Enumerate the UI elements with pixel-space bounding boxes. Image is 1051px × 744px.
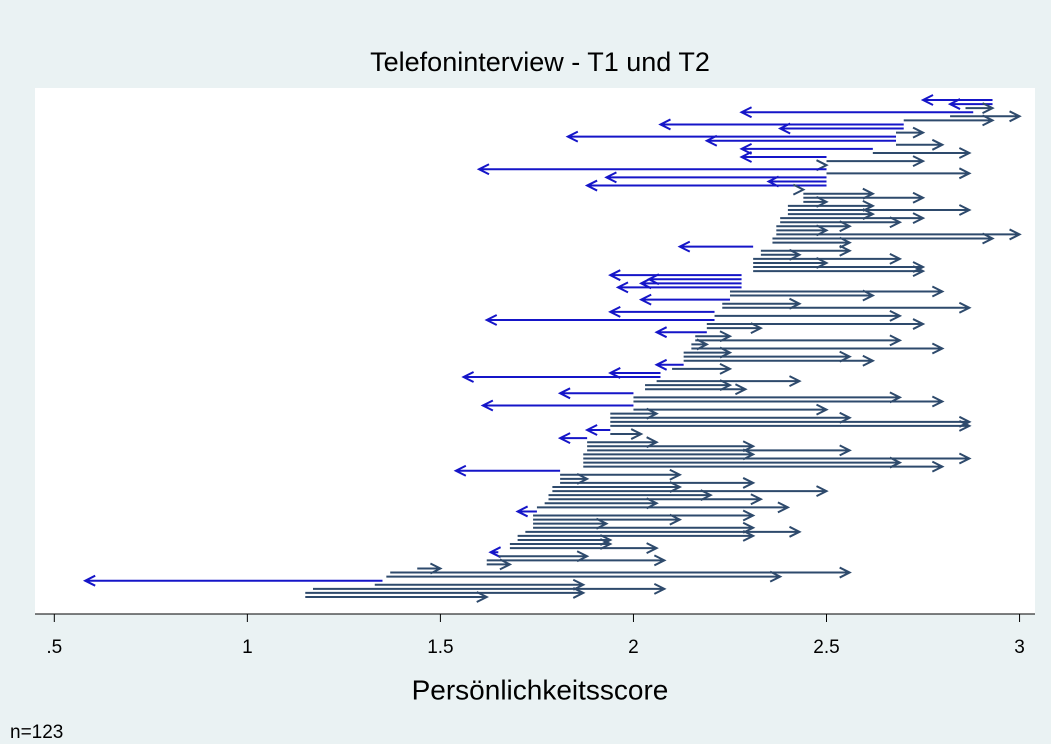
arrow bbox=[706, 322, 764, 335]
arrow bbox=[739, 142, 873, 155]
arrow bbox=[488, 546, 502, 559]
arrow bbox=[691, 342, 945, 355]
arrow bbox=[305, 587, 586, 599]
arrow bbox=[560, 477, 756, 489]
arrow bbox=[638, 293, 730, 306]
arrow bbox=[722, 301, 972, 314]
arrow bbox=[533, 513, 683, 526]
arrow bbox=[525, 525, 802, 538]
arrow bbox=[772, 232, 995, 245]
arrow bbox=[633, 395, 945, 408]
x-tick-label: 1.5 bbox=[427, 637, 453, 658]
arrow bbox=[82, 574, 383, 587]
arrow bbox=[565, 130, 897, 143]
arrow bbox=[658, 118, 904, 131]
arrow bbox=[453, 464, 561, 477]
arrow bbox=[386, 570, 783, 583]
arrow bbox=[615, 281, 742, 294]
arrow bbox=[826, 155, 926, 168]
arrow bbox=[896, 138, 945, 151]
arrow bbox=[610, 420, 972, 432]
x-tick-label: .5 bbox=[46, 637, 62, 658]
arrow bbox=[633, 403, 829, 416]
arrow bbox=[536, 501, 791, 514]
arrow bbox=[461, 371, 661, 383]
note: n=123 bbox=[10, 722, 63, 743]
arrow bbox=[695, 334, 903, 347]
arrow bbox=[608, 305, 715, 318]
arrow bbox=[583, 460, 945, 473]
arrow bbox=[776, 228, 1022, 241]
arrow bbox=[312, 582, 667, 595]
arrow bbox=[753, 252, 903, 265]
arrow bbox=[729, 289, 876, 302]
arrow bbox=[480, 399, 634, 412]
arrow bbox=[583, 452, 972, 465]
arrow bbox=[872, 147, 972, 159]
arrow bbox=[772, 236, 852, 249]
arrow bbox=[587, 444, 852, 457]
arrow bbox=[704, 134, 897, 147]
arrow bbox=[484, 314, 715, 326]
arrow bbox=[729, 285, 945, 298]
arrow bbox=[672, 362, 733, 375]
arrow bbox=[486, 558, 513, 571]
arrow bbox=[305, 591, 489, 603]
arrow bbox=[739, 106, 974, 119]
arrow bbox=[776, 220, 852, 233]
chart-title: Telefoninterview - T1 und T2 bbox=[370, 47, 710, 77]
arrow bbox=[780, 212, 926, 225]
arrow bbox=[826, 167, 972, 180]
arrow bbox=[654, 358, 684, 371]
arrow bbox=[645, 383, 748, 396]
arrow bbox=[557, 432, 588, 445]
arrow bbox=[584, 179, 827, 192]
x-tick-label: 2.5 bbox=[813, 637, 839, 658]
arrow bbox=[604, 171, 827, 184]
arrow bbox=[706, 318, 926, 330]
arrow bbox=[608, 269, 742, 282]
arrow bbox=[787, 204, 972, 216]
arrow bbox=[714, 310, 903, 322]
arrow bbox=[896, 126, 926, 139]
plot-area bbox=[35, 88, 1035, 614]
arrow bbox=[557, 387, 634, 400]
arrow bbox=[509, 542, 659, 555]
arrow bbox=[552, 485, 829, 497]
arrow bbox=[486, 554, 667, 567]
arrow bbox=[777, 122, 904, 135]
arrow bbox=[656, 375, 802, 387]
arrow bbox=[803, 191, 926, 204]
arrow bbox=[792, 183, 806, 196]
x-tick-label: 1 bbox=[242, 637, 253, 658]
arrow bbox=[584, 424, 611, 436]
arrow bbox=[476, 163, 827, 176]
x-axis-label: Persönlichkeitsscore bbox=[412, 674, 669, 705]
arrow bbox=[654, 326, 707, 339]
arrow bbox=[533, 509, 756, 522]
arrow bbox=[903, 114, 995, 127]
arrow bbox=[677, 240, 754, 253]
arrow bbox=[548, 493, 764, 506]
x-tick-label: 2 bbox=[628, 637, 639, 658]
x-tick-label: 3 bbox=[1014, 637, 1025, 658]
arrow bbox=[517, 529, 756, 542]
arrow bbox=[610, 428, 644, 440]
arrow bbox=[515, 505, 537, 518]
arrow bbox=[753, 265, 926, 277]
arrow bbox=[739, 151, 827, 163]
arrow bbox=[965, 102, 995, 115]
arrow bbox=[683, 354, 876, 367]
arrow bbox=[760, 244, 852, 257]
